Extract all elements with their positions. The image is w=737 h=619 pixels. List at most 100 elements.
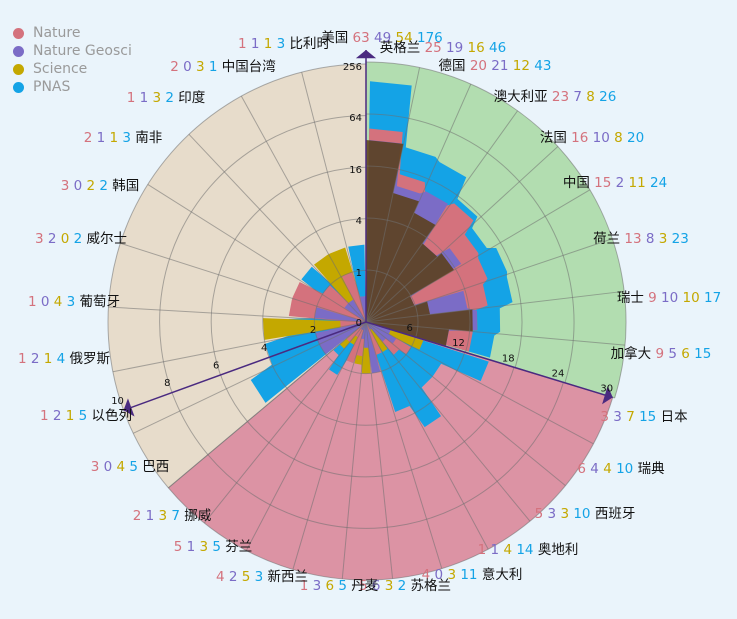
legend-label: Nature xyxy=(33,25,81,41)
value-label: 10 xyxy=(588,130,609,146)
value-label: 11 xyxy=(624,175,645,191)
value-label: 1 xyxy=(40,408,49,424)
value-label: 43 xyxy=(530,58,551,74)
value-label: 1 xyxy=(135,90,148,106)
category-label: 1 2 1 5 以色列 xyxy=(40,407,132,424)
sector-background xyxy=(108,64,366,488)
value-label: 7 xyxy=(167,508,180,524)
grid-ring xyxy=(365,165,523,368)
category-name: 印度 xyxy=(174,90,205,106)
value-label: 2 xyxy=(69,231,82,247)
grid-spoke xyxy=(365,321,566,487)
value-label: 3 xyxy=(118,130,131,146)
category-label: 英格兰 25 19 16 46 xyxy=(380,39,506,56)
value-label: 1 xyxy=(205,59,218,75)
value-label: 1 xyxy=(141,508,154,524)
value-label: 16 xyxy=(463,40,484,56)
category-name: 奥地利 xyxy=(534,541,579,558)
category-name: 比利时 xyxy=(285,36,330,52)
category-label: 5 3 3 10 西班牙 xyxy=(535,506,636,522)
value-label: 3 xyxy=(62,294,75,310)
value-label: 23 xyxy=(552,89,569,105)
value-label: 4 xyxy=(216,569,225,585)
value-label: 2 xyxy=(27,351,40,367)
value-label: 7 xyxy=(569,89,582,105)
value-label: 15 xyxy=(635,409,656,425)
axis-tick-label: 18 xyxy=(502,353,515,364)
value-label: 3 xyxy=(380,578,393,594)
value-label: 1 xyxy=(28,294,37,310)
category-name: 瑞典 xyxy=(633,461,664,477)
value-label: 0 xyxy=(430,567,443,583)
legend-swatch xyxy=(13,81,24,93)
value-label: 3 xyxy=(600,409,609,425)
grid-ring xyxy=(210,166,367,422)
grid-spoke xyxy=(168,321,367,489)
value-label: 1 xyxy=(238,36,247,52)
grid-ring xyxy=(365,269,419,338)
category-name: 法国 xyxy=(540,130,571,146)
value-label: 10 xyxy=(569,506,590,522)
axis-tick-label: 4 xyxy=(261,343,267,354)
value-label: 2 xyxy=(161,90,174,106)
value-label: 0 xyxy=(99,459,112,475)
value-label: 10 xyxy=(612,461,633,477)
axis-tick-label: 8 xyxy=(164,378,170,389)
legend: Nature Nature Geosci Science PNAS xyxy=(8,24,132,96)
value-label: 3 xyxy=(91,459,100,475)
value-label: 15 xyxy=(690,346,711,362)
grid-spoke xyxy=(365,290,625,323)
value-label: 19 xyxy=(442,40,463,56)
value-label: 5 xyxy=(74,408,87,424)
value-label: 1 xyxy=(92,130,105,146)
legend-label: Nature Geosci xyxy=(33,43,132,59)
grid-spoke xyxy=(365,67,421,323)
grid-spoke xyxy=(365,83,472,323)
category-name: 美国 xyxy=(321,30,352,46)
value-label: 13 xyxy=(624,231,641,247)
value-label: 3 xyxy=(609,409,622,425)
category-label: 1 0 4 3 葡萄牙 xyxy=(28,294,120,310)
value-label: 4 xyxy=(599,461,612,477)
value-label: 2 xyxy=(170,59,179,75)
category-name: 英格兰 xyxy=(380,39,425,56)
category-label: 3 0 4 5 巴西 xyxy=(91,459,170,475)
category-label: 澳大利亚 23 7 8 26 xyxy=(494,89,617,105)
value-label: 25 xyxy=(425,40,442,56)
grid-ring xyxy=(207,382,564,529)
legend-item-science: Science xyxy=(8,60,132,78)
value-label: 2 xyxy=(84,130,93,146)
grid-spoke xyxy=(365,321,394,579)
grid-spoke xyxy=(301,72,367,323)
legend-item-nature: Nature xyxy=(8,24,132,42)
grid-spoke xyxy=(108,306,367,323)
legend-label: Science xyxy=(33,61,88,77)
axis-tick-label: 30 xyxy=(600,383,613,394)
value-label: 4 xyxy=(586,461,599,477)
axis-tick-label: 6 xyxy=(213,360,219,371)
grid-spoke xyxy=(365,146,559,323)
grid-ring xyxy=(286,352,466,426)
category-name: 挪威 xyxy=(180,508,212,524)
value-label: 1 xyxy=(127,90,136,106)
value-label: 2 xyxy=(611,175,624,191)
value-label: 2 xyxy=(95,178,108,194)
category-label: 3 3 7 15 日本 xyxy=(600,409,688,425)
value-label: 4 xyxy=(499,542,512,558)
axis-arrow xyxy=(602,385,613,405)
category-name: 丹麦 xyxy=(347,578,379,594)
axis-line xyxy=(123,321,367,411)
axis-tick-label: 4 xyxy=(356,216,362,227)
value-label: 21 xyxy=(487,58,508,74)
category-name: 俄罗斯 xyxy=(65,351,110,367)
value-label: 3 xyxy=(272,36,285,52)
grid-ring xyxy=(262,218,367,389)
value-label: 3 xyxy=(61,178,70,194)
value-label: 3 xyxy=(192,59,205,75)
category-name: 南非 xyxy=(131,130,162,146)
category-label: 2 0 3 1 中国台湾 xyxy=(170,58,276,75)
value-label: 9 xyxy=(648,290,657,306)
value-label: 26 xyxy=(595,89,616,105)
value-label: 2 xyxy=(133,508,142,524)
value-label: 0 xyxy=(37,294,50,310)
